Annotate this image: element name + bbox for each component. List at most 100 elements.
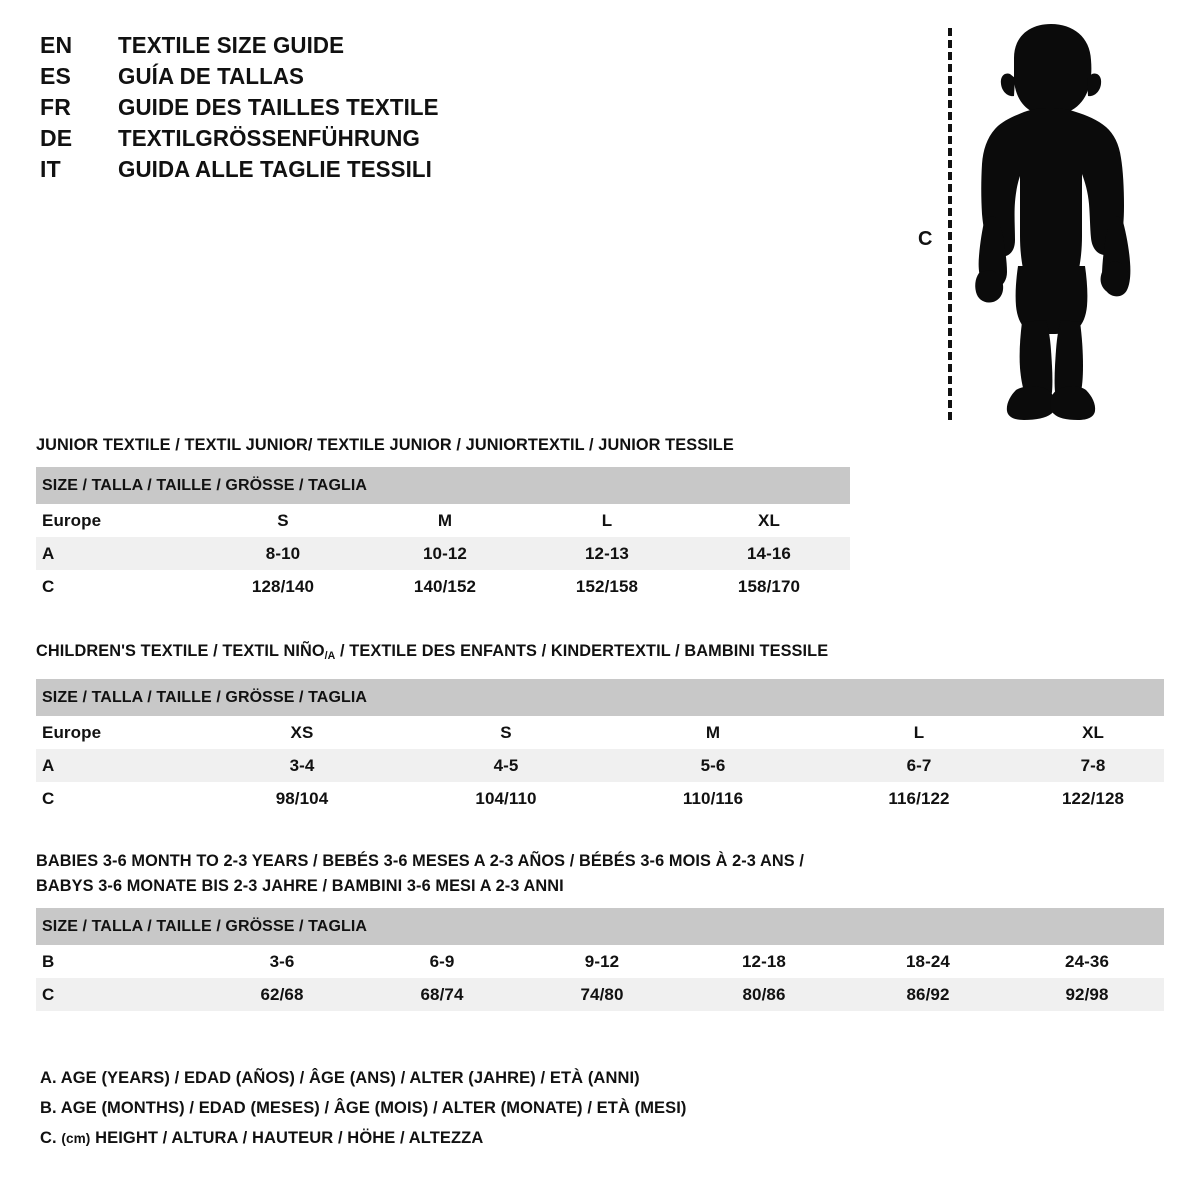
language-title-es: GUÍA DE TALLAS: [118, 63, 305, 89]
cell: 4-5: [402, 749, 610, 782]
section-heading-babies-line2: BABYS 3-6 MONATE BIS 2-3 JAHRE / BAMBINI…: [36, 876, 564, 895]
language-code-de: DE: [40, 125, 73, 151]
cell: 3-6: [202, 945, 362, 978]
cell: 140/152: [364, 570, 526, 603]
row-label: C: [36, 782, 202, 815]
row-label: Europe: [36, 716, 202, 749]
row-label: B: [36, 945, 202, 978]
cell: 3-4: [202, 749, 402, 782]
table-header-bar-row: SIZE / TALLA / TAILLE / GRÖSSE / TAGLIA: [36, 467, 850, 504]
language-row-it: IT GUIDA ALLE TAGLIE TESSILI: [40, 154, 600, 185]
cell: 24-36: [1010, 945, 1165, 978]
row-label: C: [36, 978, 202, 1011]
section-heading-junior: JUNIOR TEXTILE / TEXTIL JUNIOR/ TEXTILE …: [36, 435, 734, 454]
cell: L: [816, 716, 1022, 749]
table-row: Europe S M L XL: [36, 504, 850, 537]
table-row: C 128/140 140/152 152/158 158/170: [36, 570, 850, 603]
language-row-en: EN TEXTILE SIZE GUIDE: [40, 30, 600, 61]
cell: 158/170: [688, 570, 850, 603]
section-heading-babies-line1: BABIES 3-6 MONTH TO 2-3 YEARS / BEBÉS 3-…: [36, 851, 805, 870]
cell: 6-7: [816, 749, 1022, 782]
language-title-it: GUIDA ALLE TAGLIE TESSILI: [118, 156, 432, 182]
cell: 12-13: [526, 537, 688, 570]
cell: 8-10: [202, 537, 364, 570]
cell: XL: [1022, 716, 1165, 749]
size-bar-label-junior: SIZE / TALLA / TAILLE / GRÖSSE / TAGLIA: [36, 467, 850, 504]
size-bar-label-children: SIZE / TALLA / TAILLE / GRÖSSE / TAGLIA: [36, 679, 1165, 716]
row-label: A: [36, 537, 202, 570]
size-bar-label-babies: SIZE / TALLA / TAILLE / GRÖSSE / TAGLIA: [36, 908, 1165, 945]
cell: 110/116: [610, 782, 816, 815]
legend-block: A. AGE (YEARS) / EDAD (AÑOS) / ÂGE (ANS)…: [40, 1063, 707, 1153]
legend-line-b: B. AGE (MONTHS) / EDAD (MESES) / ÂGE (MO…: [40, 1098, 687, 1117]
height-measure-label: C: [918, 228, 933, 250]
row-label: C: [36, 570, 202, 603]
heading-part-post: / TEXTILE DES ENFANTS / KINDERTEXTIL / B…: [335, 641, 829, 660]
heading-part-pre: CHILDREN'S TEXTILE / TEXTIL NIÑO: [36, 641, 325, 660]
cell: M: [364, 504, 526, 537]
cell: 92/98: [1010, 978, 1165, 1011]
height-dashed-line: [948, 28, 952, 420]
language-code-es: ES: [40, 63, 72, 89]
table-header-bar-row: SIZE / TALLA / TAILLE / GRÖSSE / TAGLIA: [36, 908, 1165, 945]
cell: 10-12: [364, 537, 526, 570]
cell: 9-12: [522, 945, 682, 978]
section-junior: JUNIOR TEXTILE / TEXTIL JUNIOR/ TEXTILE …: [36, 432, 850, 603]
language-code-en: EN: [40, 32, 73, 58]
cell: XL: [688, 504, 850, 537]
size-table-junior: SIZE / TALLA / TAILLE / GRÖSSE / TAGLIA …: [36, 467, 850, 603]
cell: 68/74: [362, 978, 522, 1011]
legend-line-c: C. (cm) HEIGHT / ALTURA / HAUTEUR / HÖHE…: [40, 1123, 687, 1153]
cell: 98/104: [202, 782, 402, 815]
language-row-de: DE TEXTILGRÖSSENFÜHRUNG: [40, 123, 600, 154]
table-row: C 62/68 68/74 74/80 80/86 86/92 92/98: [36, 978, 1165, 1011]
section-children: CHILDREN'S TEXTILE / TEXTIL NIÑO/A / TEX…: [36, 638, 1165, 815]
language-title-de: TEXTILGRÖSSENFÜHRUNG: [118, 125, 420, 151]
cell: 116/122: [816, 782, 1022, 815]
cell: 86/92: [846, 978, 1010, 1011]
language-title-fr: GUIDE DES TAILLES TEXTILE: [118, 94, 439, 120]
cell: 14-16: [688, 537, 850, 570]
cell: 152/158: [526, 570, 688, 603]
cell: 80/86: [682, 978, 846, 1011]
table-row: B 3-6 6-9 9-12 12-18 18-24 24-36: [36, 945, 1165, 978]
language-row-fr: FR GUIDE DES TAILLES TEXTILE: [40, 92, 600, 123]
language-code-fr: FR: [40, 94, 72, 120]
legend-c-prefix: C.: [40, 1128, 62, 1147]
section-babies: BABIES 3-6 MONTH TO 2-3 YEARS / BEBÉS 3-…: [36, 848, 1165, 1011]
cell: 18-24: [846, 945, 1010, 978]
row-label: A: [36, 749, 202, 782]
legend-c-suffix: HEIGHT / ALTURA / HAUTEUR / HÖHE / ALTEZ…: [90, 1128, 484, 1147]
cell: 104/110: [402, 782, 610, 815]
table-row: Europe XS S M L XL: [36, 716, 1165, 749]
cell: 7-8: [1022, 749, 1165, 782]
cell: 12-18: [682, 945, 846, 978]
table-row: A 8-10 10-12 12-13 14-16: [36, 537, 850, 570]
table-row: A 3-4 4-5 5-6 6-7 7-8: [36, 749, 1165, 782]
cell: S: [402, 716, 610, 749]
size-table-babies: SIZE / TALLA / TAILLE / GRÖSSE / TAGLIA …: [36, 908, 1165, 1011]
heading-part-sub: /A: [324, 650, 336, 662]
toddler-silhouette-icon: [952, 22, 1150, 422]
cell: L: [526, 504, 688, 537]
cell: 128/140: [202, 570, 364, 603]
language-row-es: ES GUÍA DE TALLAS: [40, 61, 600, 92]
legend-line-a: A. AGE (YEARS) / EDAD (AÑOS) / ÂGE (ANS)…: [40, 1068, 640, 1087]
legend-c-unit: (cm): [61, 1130, 91, 1146]
language-title-en: TEXTILE SIZE GUIDE: [118, 32, 345, 58]
cell: 122/128: [1022, 782, 1165, 815]
language-code-it: IT: [40, 156, 61, 182]
row-label: Europe: [36, 504, 202, 537]
table-header-bar-row: SIZE / TALLA / TAILLE / GRÖSSE / TAGLIA: [36, 679, 1165, 716]
table-row: C 98/104 104/110 110/116 116/122 122/128: [36, 782, 1165, 815]
height-measurement-figure: C: [900, 14, 1150, 424]
cell: 62/68: [202, 978, 362, 1011]
cell: S: [202, 504, 364, 537]
language-title-block: EN TEXTILE SIZE GUIDE ES GUÍA DE TALLAS …: [40, 30, 600, 185]
size-table-children: SIZE / TALLA / TAILLE / GRÖSSE / TAGLIA …: [36, 679, 1165, 815]
cell: M: [610, 716, 816, 749]
cell: XS: [202, 716, 402, 749]
cell: 6-9: [362, 945, 522, 978]
section-heading-children: CHILDREN'S TEXTILE / TEXTIL NIÑO/A / TEX…: [36, 638, 1119, 669]
